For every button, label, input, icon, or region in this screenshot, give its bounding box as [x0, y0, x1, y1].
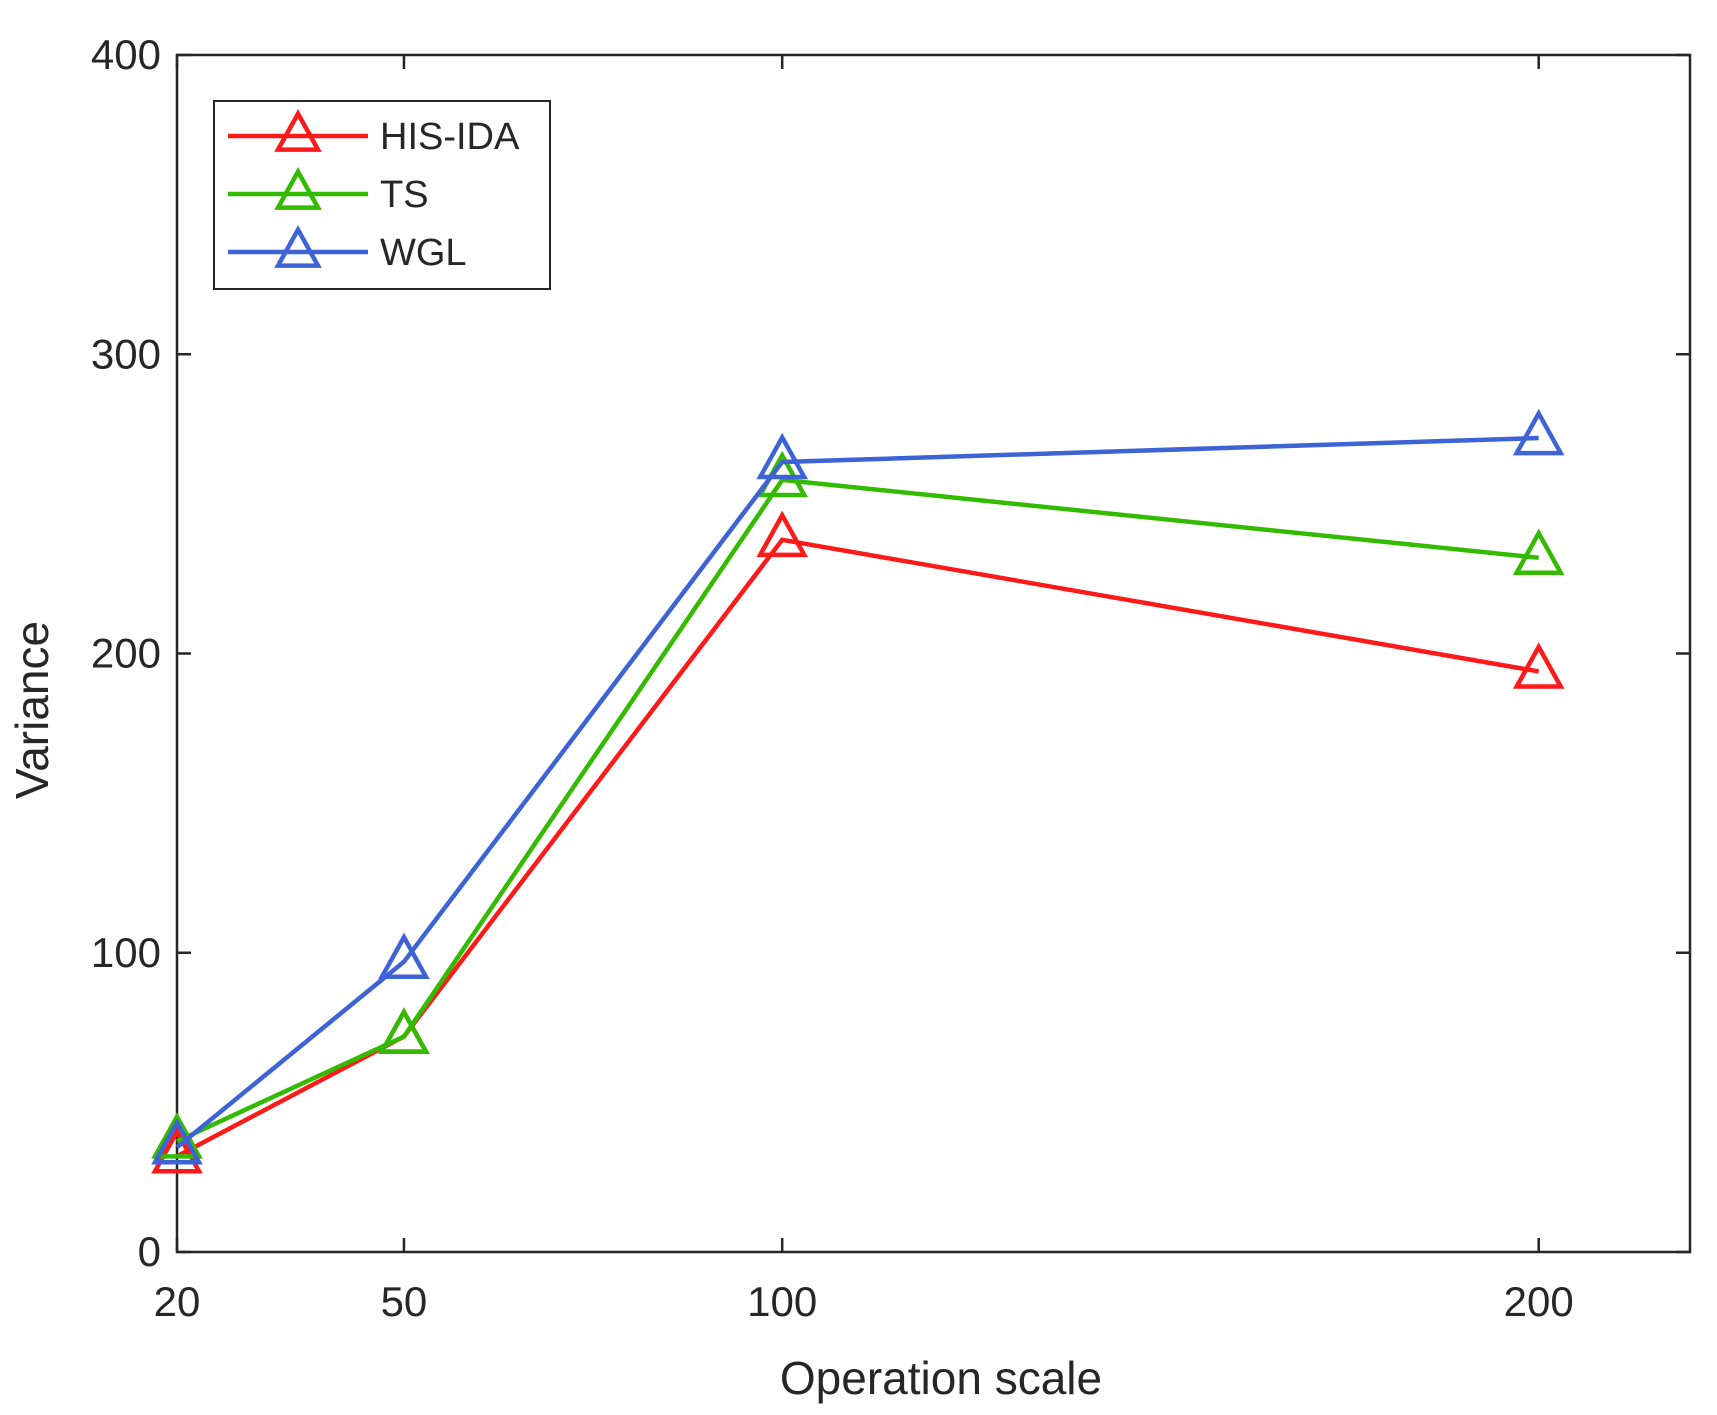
y-tick-label: 200: [91, 630, 161, 677]
data-point-his-ida: [756, 510, 809, 558]
legend-item-his-ida: HIS-IDA: [228, 109, 520, 158]
data-point-ts: [1512, 528, 1565, 576]
legend: HIS-IDA TS WGL: [213, 100, 551, 290]
data-point-wgl: [1512, 408, 1565, 456]
x-axis: 20 50 100 200: [154, 55, 1574, 1325]
series-layer: [151, 408, 1565, 1174]
legend-label: WGL: [380, 232, 467, 274]
legend-label: TS: [380, 174, 429, 216]
y-tick-label: 400: [91, 31, 161, 78]
y-axis: 0 100 200 300 400: [91, 31, 1690, 1275]
legend-marker-triangle-icon: [274, 109, 322, 152]
legend-label: HIS-IDA: [380, 116, 520, 158]
data-point-ts: [378, 1007, 430, 1054]
data-point-his-ida: [151, 1127, 203, 1174]
data-point-wgl: [151, 1118, 203, 1165]
legend-item-ts: TS: [228, 167, 429, 216]
data-point-wgl: [378, 932, 430, 980]
series-line-wgl: [175, 435, 1539, 1150]
legend-marker-triangle-icon: [274, 225, 322, 268]
y-tick-label: 0: [138, 1228, 161, 1275]
data-point-wgl: [756, 432, 809, 480]
series-line-ts: [176, 477, 1539, 1144]
x-tick-label: 50: [381, 1278, 428, 1325]
y-axis-label: Variance: [6, 621, 58, 799]
legend-marker-triangle-icon: [274, 167, 322, 210]
x-axis-label: Operation scale: [780, 1352, 1102, 1404]
series-line-his-ida: [175, 537, 1540, 1159]
series-wgl: [151, 408, 1565, 1165]
x-tick-label: 200: [1504, 1278, 1574, 1325]
y-tick-label: 100: [91, 929, 161, 976]
x-tick-label: 20: [154, 1278, 201, 1325]
x-tick-label: 100: [747, 1278, 817, 1325]
y-tick-label: 300: [91, 330, 161, 377]
data-point-his-ida: [1512, 642, 1565, 689]
legend-item-wgl: WGL: [228, 225, 467, 274]
